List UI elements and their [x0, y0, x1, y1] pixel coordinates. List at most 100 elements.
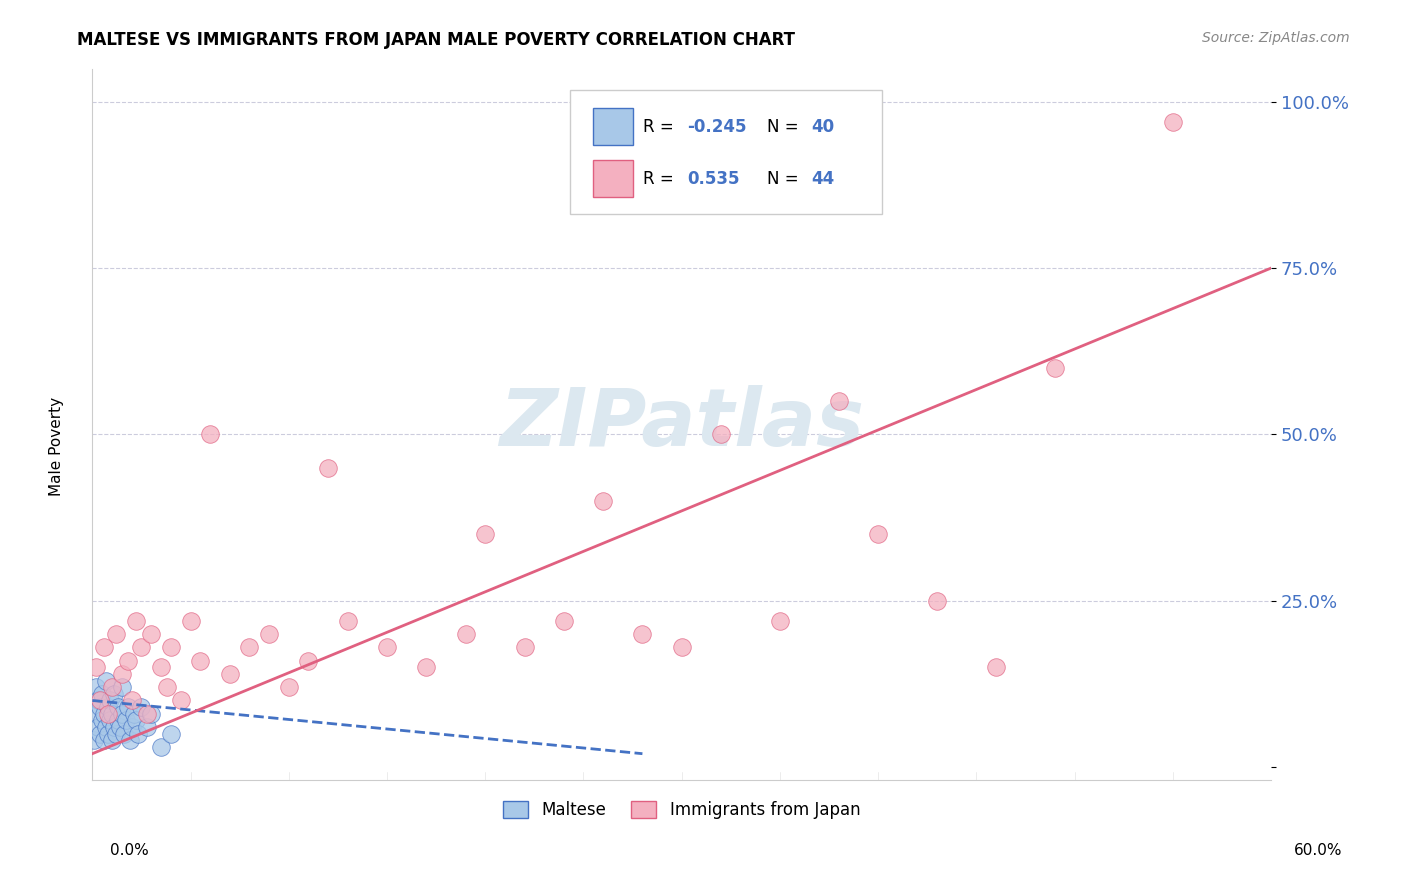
Point — [84, 660, 107, 674]
Text: 0.0%: 0.0% — [110, 843, 149, 858]
Point — [156, 680, 179, 694]
Point — [1161, 114, 1184, 128]
Text: ZIPatlas: ZIPatlas — [499, 385, 865, 464]
Point — [127, 727, 149, 741]
Point — [454, 627, 477, 641]
Point — [190, 654, 212, 668]
Point — [94, 673, 117, 688]
Point — [160, 640, 183, 655]
Point — [97, 727, 120, 741]
Point — [101, 733, 124, 747]
Point — [218, 666, 240, 681]
FancyBboxPatch shape — [569, 90, 882, 214]
Point — [150, 739, 173, 754]
Point — [927, 593, 949, 607]
Point — [89, 700, 111, 714]
Point — [592, 494, 614, 508]
Point — [631, 627, 654, 641]
Point — [121, 693, 143, 707]
Point — [83, 733, 105, 747]
Point — [200, 427, 222, 442]
Point — [89, 693, 111, 707]
Point — [104, 627, 127, 641]
Point — [98, 714, 121, 728]
Point — [93, 640, 115, 655]
Point — [131, 640, 153, 655]
Point — [121, 720, 143, 734]
Point — [710, 427, 733, 442]
Point — [89, 727, 111, 741]
Point — [111, 706, 134, 721]
Point — [124, 714, 146, 728]
Text: MALTESE VS IMMIGRANTS FROM JAPAN MALE POVERTY CORRELATION CHART: MALTESE VS IMMIGRANTS FROM JAPAN MALE PO… — [77, 31, 796, 49]
Legend: Maltese, Immigrants from Japan: Maltese, Immigrants from Japan — [496, 794, 868, 825]
Point — [117, 700, 139, 714]
Text: -0.245: -0.245 — [688, 118, 747, 136]
Point — [103, 687, 125, 701]
Point — [84, 680, 107, 694]
Point — [104, 727, 127, 741]
Point — [415, 660, 437, 674]
FancyBboxPatch shape — [593, 108, 633, 145]
Text: Male Poverty: Male Poverty — [49, 396, 63, 496]
Point — [136, 706, 159, 721]
Point — [297, 654, 319, 668]
Point — [180, 614, 202, 628]
Point — [97, 700, 120, 714]
Point — [84, 706, 107, 721]
Point — [238, 640, 260, 655]
Point — [150, 660, 173, 674]
Point — [87, 693, 110, 707]
Point — [122, 706, 145, 721]
Point — [671, 640, 693, 655]
Point — [103, 720, 125, 734]
Point — [277, 680, 299, 694]
Point — [93, 706, 115, 721]
Point — [316, 460, 339, 475]
Point — [111, 666, 134, 681]
Point — [257, 627, 280, 641]
Point — [160, 727, 183, 741]
Point — [94, 720, 117, 734]
Text: 44: 44 — [811, 169, 835, 188]
Point — [769, 614, 792, 628]
Point — [513, 640, 536, 655]
Point — [170, 693, 193, 707]
Point — [124, 614, 146, 628]
Point — [114, 714, 136, 728]
Point — [136, 720, 159, 734]
Point — [117, 654, 139, 668]
Point — [91, 714, 114, 728]
Point — [108, 720, 131, 734]
Point — [1043, 360, 1066, 375]
Point — [118, 733, 141, 747]
Point — [375, 640, 398, 655]
Point — [101, 706, 124, 721]
Text: 60.0%: 60.0% — [1295, 843, 1343, 858]
Point — [141, 627, 163, 641]
Text: R =: R = — [643, 118, 679, 136]
Point — [131, 700, 153, 714]
Point — [828, 394, 851, 409]
Point — [97, 706, 120, 721]
Point — [107, 700, 129, 714]
FancyBboxPatch shape — [593, 160, 633, 196]
Point — [101, 680, 124, 694]
Point — [141, 706, 163, 721]
Text: R =: R = — [643, 169, 679, 188]
Point — [93, 733, 115, 747]
Point — [868, 527, 890, 541]
Text: N =: N = — [766, 169, 803, 188]
Point — [98, 693, 121, 707]
Point — [87, 720, 110, 734]
Point — [111, 680, 134, 694]
Point — [107, 714, 129, 728]
Point — [984, 660, 1007, 674]
Text: Source: ZipAtlas.com: Source: ZipAtlas.com — [1202, 31, 1350, 45]
Point — [553, 614, 575, 628]
Point — [336, 614, 359, 628]
Text: 0.535: 0.535 — [688, 169, 740, 188]
Point — [91, 687, 114, 701]
Point — [474, 527, 496, 541]
Point — [112, 727, 135, 741]
